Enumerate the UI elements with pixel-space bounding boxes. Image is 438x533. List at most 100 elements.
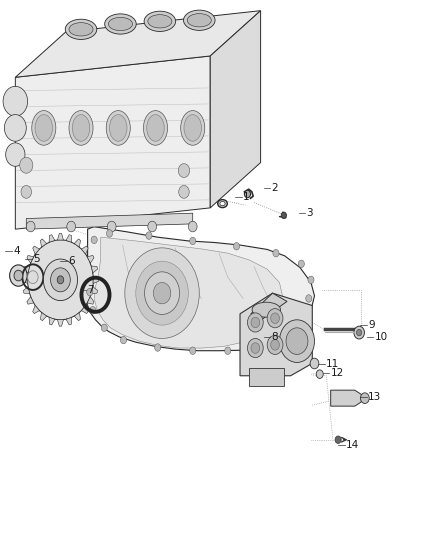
Ellipse shape [105, 14, 136, 34]
Ellipse shape [110, 115, 127, 141]
Circle shape [244, 190, 251, 198]
Polygon shape [331, 390, 361, 406]
Circle shape [290, 326, 296, 333]
Circle shape [298, 260, 304, 268]
Ellipse shape [218, 199, 227, 207]
Circle shape [91, 236, 97, 244]
Circle shape [4, 115, 26, 141]
Circle shape [354, 326, 364, 339]
Polygon shape [27, 296, 34, 304]
Circle shape [101, 324, 107, 332]
Circle shape [299, 312, 305, 319]
Circle shape [106, 230, 113, 237]
Circle shape [67, 221, 76, 232]
Circle shape [357, 329, 362, 336]
Circle shape [153, 282, 171, 304]
Text: 11: 11 [326, 359, 339, 368]
Circle shape [267, 335, 283, 354]
Polygon shape [81, 246, 88, 254]
Circle shape [271, 313, 279, 324]
Polygon shape [33, 246, 39, 254]
Circle shape [3, 86, 28, 116]
Circle shape [148, 221, 156, 232]
Circle shape [136, 261, 188, 325]
Text: 12: 12 [331, 368, 344, 378]
Ellipse shape [65, 19, 97, 39]
Circle shape [335, 436, 341, 443]
Ellipse shape [144, 11, 176, 31]
Circle shape [247, 313, 263, 332]
Polygon shape [66, 317, 72, 325]
Circle shape [306, 295, 312, 302]
Circle shape [286, 328, 308, 354]
Circle shape [43, 259, 78, 301]
Circle shape [125, 248, 199, 338]
Text: 7: 7 [88, 286, 94, 295]
Ellipse shape [69, 111, 93, 146]
Circle shape [255, 345, 261, 353]
Circle shape [145, 272, 180, 314]
Circle shape [276, 337, 283, 345]
Circle shape [28, 271, 38, 284]
Polygon shape [22, 276, 28, 284]
Ellipse shape [35, 115, 53, 141]
Polygon shape [87, 255, 94, 263]
Polygon shape [23, 266, 30, 273]
Circle shape [360, 393, 369, 403]
Circle shape [281, 212, 286, 219]
Polygon shape [66, 235, 72, 243]
Polygon shape [85, 227, 314, 351]
Text: 3: 3 [307, 208, 313, 218]
Polygon shape [91, 266, 98, 273]
Circle shape [146, 232, 152, 239]
Ellipse shape [184, 10, 215, 30]
Circle shape [310, 358, 319, 369]
Ellipse shape [72, 115, 90, 141]
Polygon shape [94, 237, 283, 348]
Circle shape [26, 221, 35, 232]
Circle shape [188, 221, 197, 232]
Text: 1: 1 [243, 192, 250, 202]
Polygon shape [23, 287, 30, 294]
Text: 10: 10 [374, 332, 388, 342]
Text: 4: 4 [13, 246, 20, 255]
Circle shape [271, 340, 279, 350]
Polygon shape [74, 239, 81, 247]
Circle shape [273, 249, 279, 257]
Circle shape [20, 157, 33, 173]
Circle shape [251, 343, 260, 353]
Circle shape [57, 276, 64, 284]
Circle shape [178, 164, 190, 177]
Circle shape [10, 265, 27, 286]
Polygon shape [33, 305, 39, 313]
Polygon shape [57, 320, 64, 326]
Ellipse shape [220, 201, 225, 206]
Ellipse shape [147, 115, 164, 141]
Text: 14: 14 [346, 440, 359, 450]
Polygon shape [15, 11, 261, 77]
Polygon shape [49, 317, 55, 325]
Text: 6: 6 [68, 256, 74, 266]
Circle shape [21, 185, 32, 198]
Circle shape [190, 237, 196, 245]
Polygon shape [87, 296, 94, 304]
Circle shape [50, 268, 70, 292]
Circle shape [107, 221, 116, 232]
Polygon shape [249, 368, 284, 386]
Polygon shape [15, 56, 210, 229]
Circle shape [120, 336, 127, 344]
Circle shape [6, 143, 25, 166]
Circle shape [28, 240, 93, 320]
Ellipse shape [184, 115, 201, 141]
Circle shape [225, 347, 231, 354]
Ellipse shape [252, 302, 281, 317]
Polygon shape [81, 305, 88, 313]
Text: 8: 8 [272, 332, 278, 342]
Circle shape [251, 317, 260, 328]
Polygon shape [40, 312, 47, 321]
Circle shape [267, 309, 283, 328]
Ellipse shape [143, 111, 167, 146]
Text: 9: 9 [368, 320, 374, 330]
Circle shape [190, 347, 196, 354]
Circle shape [155, 344, 161, 351]
